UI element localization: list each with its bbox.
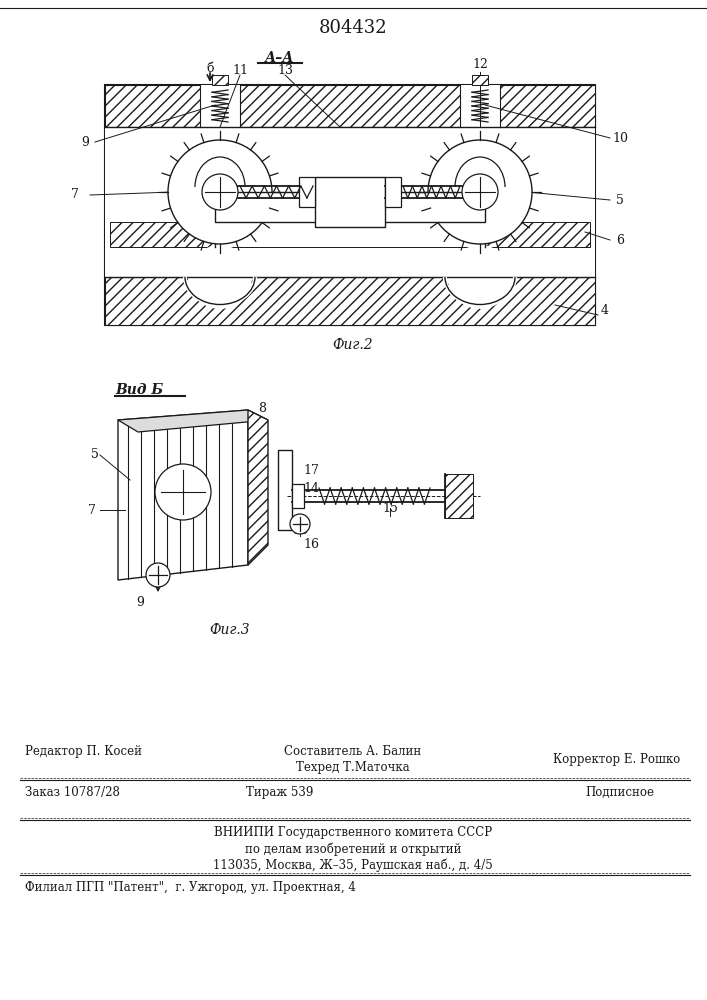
- Text: 9: 9: [81, 135, 89, 148]
- Text: по делам изобретений и открытий: по делам изобретений и открытий: [245, 842, 461, 856]
- Text: 16: 16: [303, 538, 319, 552]
- Polygon shape: [118, 410, 268, 432]
- Text: 6: 6: [616, 233, 624, 246]
- Text: 13: 13: [292, 524, 308, 536]
- Text: 4: 4: [601, 304, 609, 316]
- Text: 13: 13: [277, 64, 293, 77]
- Text: Тираж 539: Тираж 539: [246, 786, 314, 799]
- Text: 15: 15: [382, 502, 398, 514]
- Text: 7: 7: [71, 188, 79, 202]
- Text: 113035, Москва, Ж–35, Раушская наб., д. 4/5: 113035, Москва, Ж–35, Раушская наб., д. …: [213, 858, 493, 871]
- Text: Фиг.3: Фиг.3: [210, 623, 250, 637]
- Circle shape: [462, 174, 498, 210]
- Text: 5: 5: [91, 448, 99, 462]
- Circle shape: [155, 464, 211, 520]
- Text: 14: 14: [342, 229, 358, 241]
- Bar: [445, 474, 473, 518]
- Bar: [105, 127, 595, 277]
- Text: Подписное: Подписное: [585, 786, 655, 799]
- Bar: [278, 450, 292, 530]
- Bar: [105, 277, 595, 325]
- Text: 12: 12: [472, 58, 488, 72]
- Text: 17: 17: [303, 464, 319, 477]
- Text: Заказ 10787/28: Заказ 10787/28: [25, 786, 120, 799]
- Text: Техред Т.Маточка: Техред Т.Маточка: [296, 761, 410, 774]
- Text: 8: 8: [258, 401, 266, 414]
- Text: 14: 14: [303, 482, 319, 494]
- Bar: [292, 484, 304, 508]
- Text: 9: 9: [136, 595, 144, 608]
- Bar: [460, 85, 500, 132]
- Polygon shape: [118, 410, 248, 580]
- Bar: [472, 75, 488, 85]
- Text: 804432: 804432: [319, 19, 387, 37]
- Text: Составитель А. Балин: Составитель А. Балин: [284, 745, 421, 758]
- Circle shape: [146, 563, 170, 587]
- Text: 5: 5: [616, 194, 624, 207]
- Text: 10: 10: [612, 131, 628, 144]
- Circle shape: [202, 174, 238, 210]
- Circle shape: [428, 140, 532, 244]
- Text: б: б: [206, 62, 214, 75]
- Circle shape: [168, 140, 272, 244]
- Text: Вид Б: Вид Б: [115, 383, 163, 397]
- Text: А–А: А–А: [265, 51, 295, 65]
- Bar: [315, 177, 385, 227]
- Text: Фиг.2: Фиг.2: [333, 338, 373, 352]
- Bar: [110, 222, 590, 247]
- Circle shape: [188, 245, 252, 309]
- Bar: [215, 192, 485, 222]
- Text: Корректор Е. Рошко: Корректор Е. Рошко: [553, 753, 680, 766]
- Polygon shape: [248, 410, 268, 565]
- Bar: [212, 75, 228, 85]
- Circle shape: [290, 514, 310, 534]
- Bar: [105, 85, 595, 127]
- Text: 11: 11: [232, 64, 248, 77]
- Bar: [299, 177, 315, 207]
- Text: Филиал ПГП "Патент",  г. Ужгород, ул. Проектная, 4: Филиал ПГП "Патент", г. Ужгород, ул. Про…: [25, 881, 356, 894]
- Text: 7: 7: [88, 504, 96, 516]
- Text: Редактор П. Косей: Редактор П. Косей: [25, 745, 142, 758]
- Bar: [105, 85, 595, 325]
- Circle shape: [448, 245, 512, 309]
- Text: ВНИИПИ Государственного комитета СССР: ВНИИПИ Государственного комитета СССР: [214, 826, 492, 839]
- Bar: [200, 85, 240, 132]
- Bar: [215, 222, 485, 247]
- Bar: [385, 177, 401, 207]
